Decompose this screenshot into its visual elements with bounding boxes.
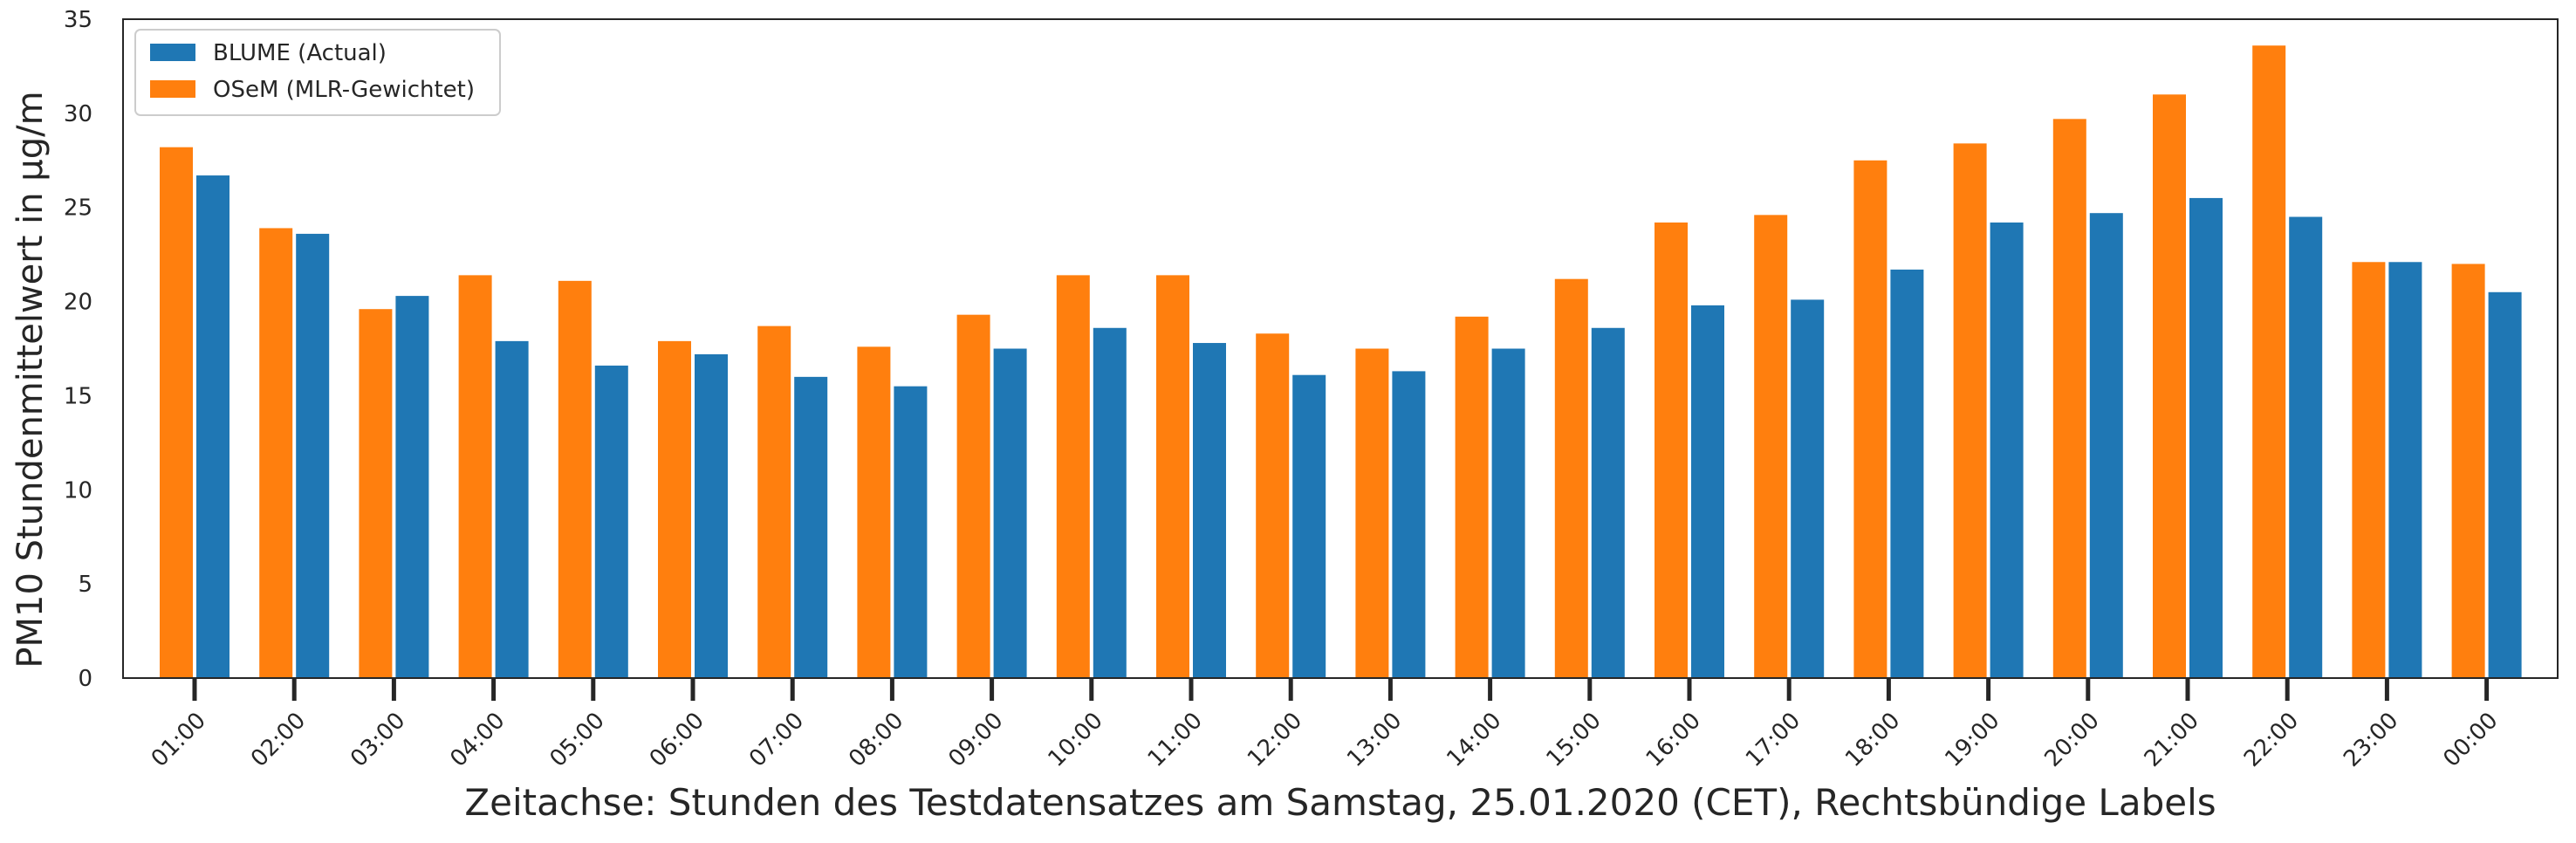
bar-blume [1591,327,1625,678]
bar-osem [1754,215,1788,679]
legend-swatch-blume [150,44,195,61]
bar-osem [2252,45,2286,678]
x-tick-label: 21:00 [2140,708,2204,772]
y-tick-label: 10 [64,477,92,504]
legend-label-osem: OSeM (MLR-Gewichtet) [213,77,475,103]
bar-blume [2089,213,2123,678]
bar-osem [160,147,193,678]
legend-swatch-osem [150,80,195,98]
x-tick-label: 05:00 [545,708,610,772]
bar-osem [1355,348,1389,678]
x-tick-label: 07:00 [744,708,809,772]
x-tick-label: 22:00 [2239,708,2304,772]
bar-blume [1890,269,1924,678]
x-tick-label: 11:00 [1143,708,1208,772]
bar-osem [2052,119,2086,679]
x-tick-label: 20:00 [2040,708,2105,772]
bar-osem [1156,275,1189,678]
bars-group [160,45,2522,679]
bar-blume [1491,348,1525,678]
x-tick-label: 10:00 [1044,708,1108,772]
bar-osem [1953,143,1987,678]
x-tick-label: 00:00 [2438,708,2503,772]
x-tick-label: 06:00 [645,708,709,772]
bar-blume [1691,305,1724,678]
x-tick-label: 12:00 [1243,708,1307,772]
bar-osem [1455,316,1489,678]
bar-blume [495,340,529,678]
bar-osem [658,340,691,678]
legend-label-blume: BLUME (Actual) [213,40,387,66]
x-tick-label: 18:00 [1840,708,1905,772]
bar-blume [1791,299,1825,678]
x-tick-label: 09:00 [943,708,1008,772]
bar-blume [296,233,330,678]
bar-osem [458,275,492,678]
bar-osem [1853,160,1887,679]
bar-osem [1655,222,1688,678]
bar-blume [1093,327,1127,678]
bar-blume [196,175,230,679]
bar-blume [993,348,1027,678]
bar-osem [757,326,791,678]
bar-osem [857,346,891,678]
y-tick-label: 30 [64,101,92,127]
bar-blume [1392,371,1426,678]
x-tick-label: 01:00 [147,708,211,772]
bar-blume [2189,197,2223,678]
x-tick-label: 17:00 [1741,708,1805,772]
bar-osem [1056,275,1090,678]
bar-blume [1292,374,1326,678]
bar-osem [1256,333,1290,678]
bar-osem [558,280,592,678]
x-tick-label: 19:00 [1940,708,2004,772]
bar-blume [1990,222,2024,678]
plot-frame [122,18,2559,679]
x-tick-label: 03:00 [346,708,410,772]
bar-blume [594,365,628,678]
bar-blume [2289,216,2323,678]
y-tick-label: 15 [64,383,92,409]
bar-osem [1554,278,1588,678]
bar-osem [2451,264,2485,678]
bar-osem [2153,94,2186,679]
legend-box [134,29,501,116]
legend: BLUME (Actual) OSeM (MLR-Gewichtet) [134,29,501,116]
y-axis-ticks: 0 5 10 15 20 25 30 35 [64,7,92,692]
bar-blume [1193,343,1226,678]
y-tick-label: 20 [64,290,92,316]
x-axis-title: Zeitachse: Stunden des Testdatensatzes a… [464,781,2216,824]
bar-blume [894,386,928,678]
x-axis-ticks: 01:00 02:00 03:00 04:00 05:00 06:00 07:00 08:00… [147,678,2504,772]
bar-osem [359,309,393,678]
bar-blume [695,353,728,678]
bar-blume [794,376,828,678]
x-tick-label: 14:00 [1442,708,1506,772]
bar-osem [956,314,990,678]
y-axis-title: PM10 Stundenmittelwert in µg/m [10,91,51,668]
bar-osem [259,228,293,678]
y-tick-label: 0 [78,666,92,692]
bar-blume [2388,262,2422,678]
y-tick-label: 5 [78,572,92,598]
y-tick-label: 25 [64,195,92,222]
y-tick-label: 35 [64,7,92,33]
bar-blume [2488,291,2522,678]
x-tick-label: 13:00 [1342,708,1407,772]
x-tick-label: 02:00 [246,708,311,772]
x-tick-label: 15:00 [1542,708,1607,772]
bar-osem [2352,262,2386,678]
x-tick-label: 16:00 [1641,708,1706,772]
x-tick-label: 08:00 [844,708,908,772]
bar-blume [395,296,429,678]
x-tick-label: 04:00 [445,708,510,772]
x-tick-label: 23:00 [2339,708,2403,772]
